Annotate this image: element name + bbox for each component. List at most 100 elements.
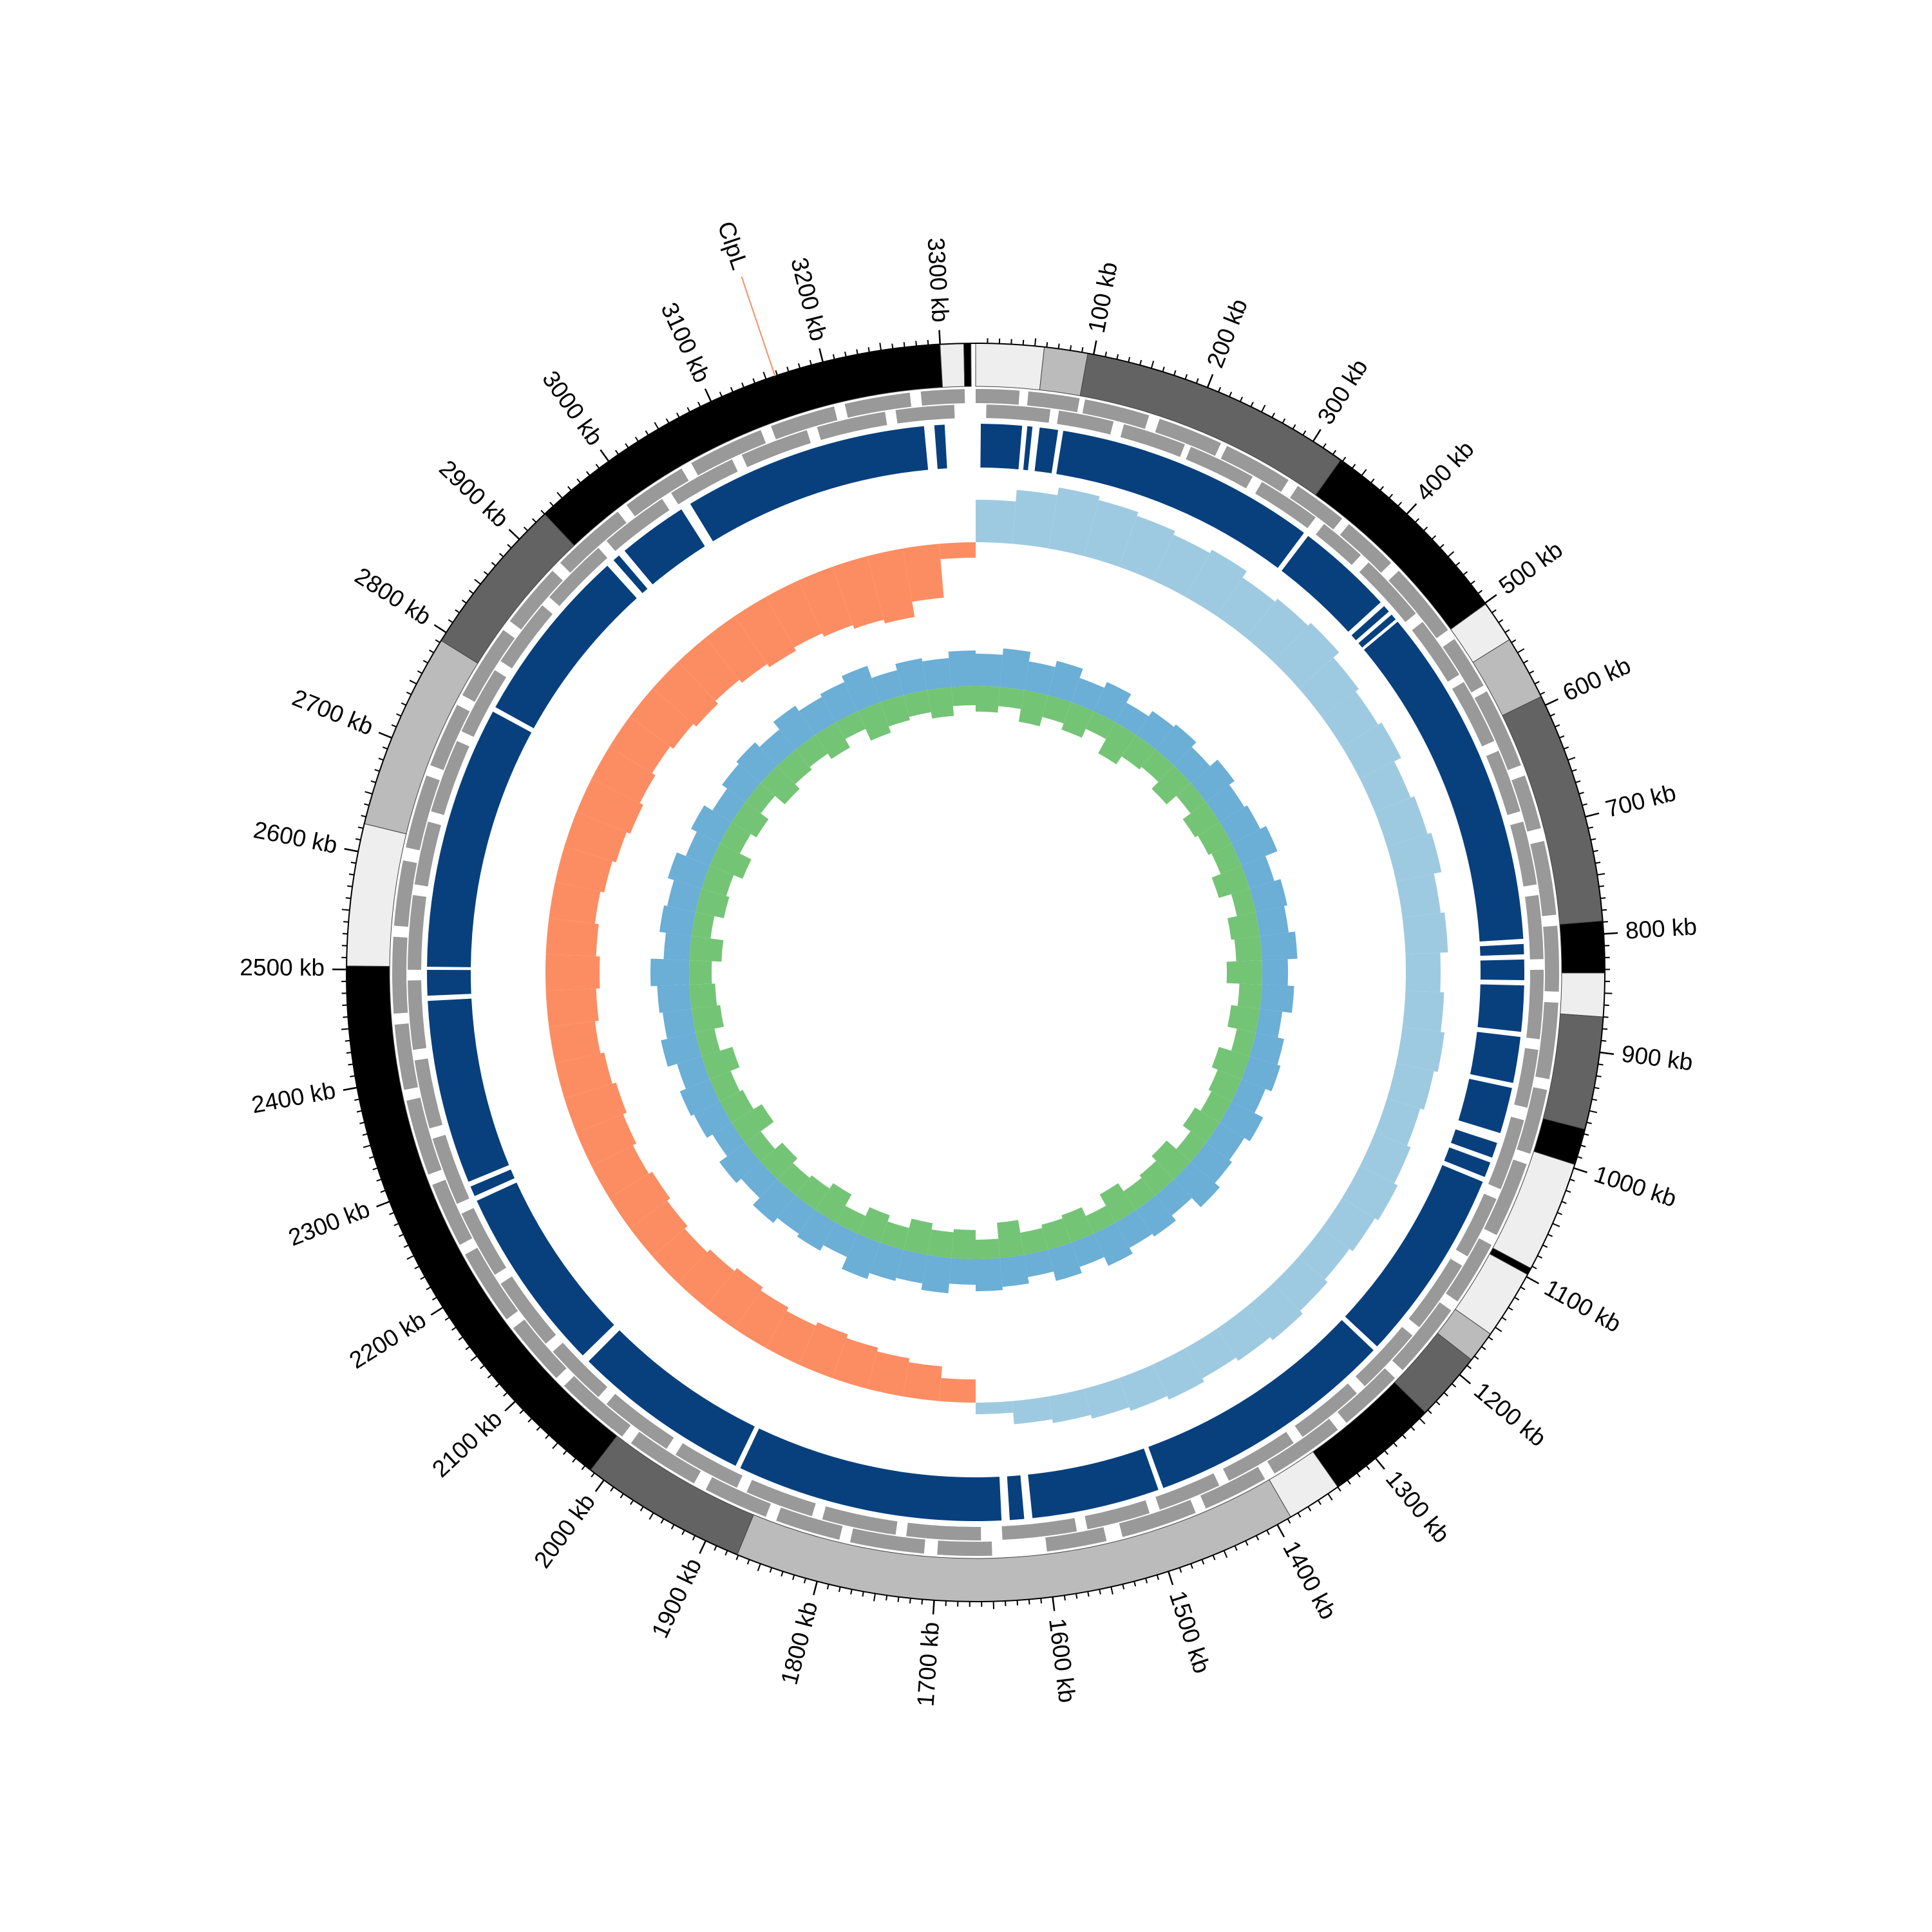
histogram-bar xyxy=(820,681,858,723)
block xyxy=(740,1428,1002,1521)
gene xyxy=(1200,1466,1265,1509)
gene xyxy=(1517,1087,1548,1154)
minor-tick xyxy=(746,1559,750,1565)
histogram-bar xyxy=(1173,746,1211,783)
gene xyxy=(746,1479,816,1517)
histogram-bar xyxy=(1321,1198,1375,1251)
tick-mark xyxy=(1526,1276,1540,1285)
tick-mark xyxy=(813,1581,819,1596)
minor-tick xyxy=(1122,1584,1125,1589)
minor-tick xyxy=(1498,619,1504,623)
minor-tick xyxy=(1351,464,1356,469)
minor-tick xyxy=(491,562,497,567)
minor-tick xyxy=(1514,1296,1520,1301)
minor-tick xyxy=(1317,1500,1321,1505)
tick-mark xyxy=(430,1307,444,1316)
histogram-bar xyxy=(732,1104,774,1143)
minor-tick xyxy=(341,909,350,911)
tick-label: 1500 kb xyxy=(1164,1587,1215,1676)
minor-tick xyxy=(1567,757,1576,761)
histogram-bar xyxy=(652,661,719,727)
minor-tick xyxy=(714,1545,717,1551)
tick-mark xyxy=(343,1086,357,1091)
histogram-bar xyxy=(867,1351,910,1397)
gene xyxy=(414,1058,443,1129)
histogram-bar xyxy=(1176,1131,1206,1162)
histogram-bar xyxy=(591,746,656,804)
minor-tick xyxy=(1511,639,1517,643)
histogram-bar xyxy=(1012,1396,1052,1425)
histogram-bar xyxy=(777,749,812,784)
minor-tick xyxy=(873,1593,876,1602)
histogram-bar xyxy=(798,567,853,637)
tick-label: 2500 kb xyxy=(240,954,325,981)
histogram-bar xyxy=(695,888,730,918)
histogram-bar xyxy=(1048,661,1083,703)
minor-tick xyxy=(719,392,723,397)
histogram-bar xyxy=(1141,749,1174,782)
minor-tick xyxy=(1443,1392,1448,1397)
histogram-bar xyxy=(880,1221,909,1250)
minor-tick xyxy=(376,1179,382,1182)
histogram-bar xyxy=(1085,711,1116,739)
histogram-bar xyxy=(659,905,696,936)
histogram-bar xyxy=(689,936,724,962)
minor-tick xyxy=(856,349,858,355)
tick-label: 2400 kb xyxy=(249,1077,337,1118)
minor-tick xyxy=(850,1589,853,1595)
histogram-bar xyxy=(1405,952,1441,992)
histogram-bar xyxy=(949,1258,976,1285)
minor-tick xyxy=(1266,1530,1270,1535)
gene xyxy=(461,670,507,737)
gene xyxy=(1535,1001,1558,1079)
histogram-bar xyxy=(998,687,1025,709)
minor-tick xyxy=(1104,351,1107,357)
tick-mark xyxy=(1206,374,1214,388)
minor-tick xyxy=(1586,1121,1592,1124)
histogram-bar xyxy=(951,1229,976,1259)
minor-tick xyxy=(735,1555,739,1560)
histogram-bar xyxy=(689,983,717,1009)
histogram-bar xyxy=(1048,1242,1082,1282)
gene xyxy=(509,571,563,630)
block xyxy=(427,969,471,996)
gene xyxy=(1294,1383,1358,1437)
histogram-bar xyxy=(734,596,797,668)
tick-label: 600 kb xyxy=(1558,652,1634,706)
gene xyxy=(1155,419,1221,456)
tick-mark xyxy=(594,1479,605,1492)
block xyxy=(588,1330,755,1466)
minor-tick xyxy=(1133,1581,1137,1587)
histogram-bar xyxy=(976,500,1016,544)
minor-tick xyxy=(792,1575,795,1580)
tick-mark xyxy=(1374,1457,1385,1470)
minor-tick xyxy=(620,1493,624,1499)
histogram-bar xyxy=(867,548,915,624)
block xyxy=(427,712,532,967)
gene xyxy=(431,741,469,815)
histogram-bar xyxy=(1387,1063,1434,1110)
histogram-bar xyxy=(663,933,692,961)
gene xyxy=(1526,969,1544,1039)
histogram-bar xyxy=(650,958,690,987)
gene xyxy=(630,1432,701,1484)
tick-mark xyxy=(433,624,447,634)
minor-tick xyxy=(1034,338,1037,346)
minor-tick xyxy=(378,757,384,761)
minor-tick xyxy=(396,713,402,717)
block xyxy=(1282,536,1381,632)
minor-tick xyxy=(465,1346,471,1350)
histogram-bar xyxy=(712,788,746,822)
minor-tick xyxy=(1128,357,1131,363)
minor-tick xyxy=(838,1586,841,1593)
histogram-bar xyxy=(719,1090,754,1123)
gene xyxy=(513,1319,567,1378)
histogram-bar xyxy=(1396,873,1441,918)
tick-mark xyxy=(1052,1596,1056,1611)
block xyxy=(495,565,637,728)
histogram-bar xyxy=(712,1122,746,1157)
gene xyxy=(392,936,408,1014)
minor-tick xyxy=(1223,1550,1228,1558)
histogram-bar xyxy=(1217,1307,1271,1361)
block xyxy=(1363,621,1524,942)
